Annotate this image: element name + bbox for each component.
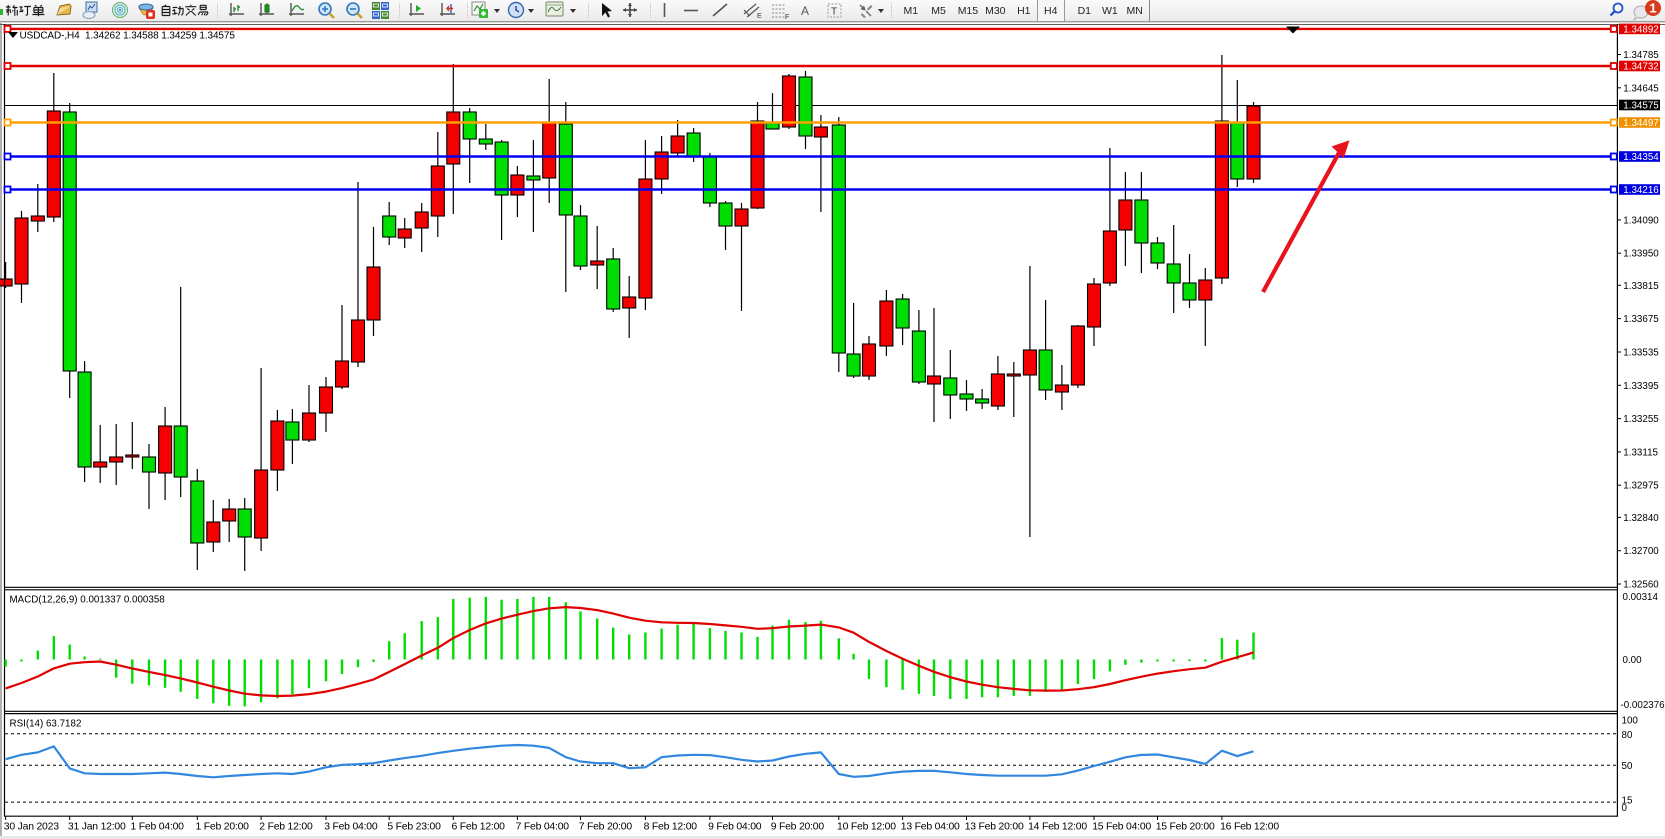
svg-text:MACD(12,26,9) 0.001337 0.00035: MACD(12,26,9) 0.001337 0.000358	[10, 595, 166, 606]
svg-text:1.34216: 1.34216	[1623, 185, 1659, 196]
svg-text:15: 15	[1622, 796, 1633, 807]
svg-text:5 Feb 23:00: 5 Feb 23:00	[387, 822, 441, 833]
svg-text:1.33115: 1.33115	[1623, 447, 1658, 458]
svg-text:1: 1	[1649, 1, 1656, 16]
svg-text:13 Feb 04:00: 13 Feb 04:00	[901, 822, 960, 833]
svg-text:1.32840: 1.32840	[1623, 513, 1659, 524]
svg-text:E: E	[757, 13, 762, 20]
svg-text:1.33950: 1.33950	[1623, 249, 1659, 260]
svg-text:7 Feb 20:00: 7 Feb 20:00	[579, 822, 633, 833]
svg-text:RSI(14) 63.7182: RSI(14) 63.7182	[10, 719, 82, 730]
svg-text:8 Feb 12:00: 8 Feb 12:00	[644, 822, 698, 833]
svg-text:0: 0	[1622, 803, 1628, 814]
svg-text:1.34645: 1.34645	[1623, 83, 1659, 94]
svg-text:9 Feb 04:00: 9 Feb 04:00	[708, 822, 762, 833]
svg-text:0.00: 0.00	[1623, 655, 1643, 666]
svg-text:1.32700: 1.32700	[1623, 546, 1659, 557]
svg-text:1.34785: 1.34785	[1623, 50, 1659, 61]
svg-text:3 Feb 04:00: 3 Feb 04:00	[324, 822, 378, 833]
svg-text:1.33675: 1.33675	[1623, 314, 1659, 325]
svg-text:10 Feb 12:00: 10 Feb 12:00	[837, 822, 896, 833]
svg-text:1.32560: 1.32560	[1623, 580, 1659, 591]
svg-text:16 Feb 12:00: 16 Feb 12:00	[1220, 822, 1279, 833]
svg-text:15 Feb 20:00: 15 Feb 20:00	[1156, 822, 1215, 833]
svg-text:1.34575: 1.34575	[1623, 101, 1659, 112]
svg-text:A: A	[801, 4, 809, 18]
svg-text:1.34497: 1.34497	[1623, 118, 1658, 129]
svg-text:F: F	[785, 14, 789, 21]
svg-text:30 Jan 2023: 30 Jan 2023	[4, 822, 59, 833]
svg-text:15 Feb 04:00: 15 Feb 04:00	[1092, 822, 1151, 833]
svg-text:14 Feb 12:00: 14 Feb 12:00	[1028, 822, 1087, 833]
svg-text:1.33815: 1.33815	[1623, 281, 1659, 292]
svg-text:100: 100	[1622, 716, 1639, 727]
svg-text:7 Feb 04:00: 7 Feb 04:00	[516, 822, 570, 833]
svg-text:9 Feb 20:00: 9 Feb 20:00	[771, 822, 825, 833]
svg-text:-0.002376: -0.002376	[1621, 700, 1665, 711]
svg-text:1.32975: 1.32975	[1623, 481, 1659, 492]
svg-text:1.34354: 1.34354	[1623, 152, 1659, 163]
svg-text:1.33255: 1.33255	[1623, 414, 1659, 425]
svg-text:13 Feb 20:00: 13 Feb 20:00	[965, 822, 1024, 833]
svg-text:1.34892: 1.34892	[1623, 24, 1658, 35]
svg-text:6 Feb 12:00: 6 Feb 12:00	[452, 822, 506, 833]
svg-text:1.34732: 1.34732	[1623, 62, 1658, 73]
svg-text:0.00314: 0.00314	[1623, 592, 1659, 603]
svg-text:80: 80	[1622, 730, 1633, 741]
svg-text:T: T	[831, 7, 837, 18]
svg-text:1 Feb 04:00: 1 Feb 04:00	[131, 822, 185, 833]
svg-text:1 Feb 20:00: 1 Feb 20:00	[196, 822, 250, 833]
svg-text:USDCAD-,H4 1.34262 1.34588 1.: USDCAD-,H4 1.34262 1.34588 1.34259 1.345…	[20, 31, 236, 42]
svg-text:1.34090: 1.34090	[1623, 215, 1659, 226]
svg-text:2 Feb 12:00: 2 Feb 12:00	[259, 822, 313, 833]
svg-text:1.33395: 1.33395	[1623, 381, 1659, 392]
svg-text:31 Jan 12:00: 31 Jan 12:00	[68, 822, 126, 833]
svg-text:50: 50	[1622, 761, 1633, 772]
svg-text:1.33535: 1.33535	[1623, 348, 1659, 359]
